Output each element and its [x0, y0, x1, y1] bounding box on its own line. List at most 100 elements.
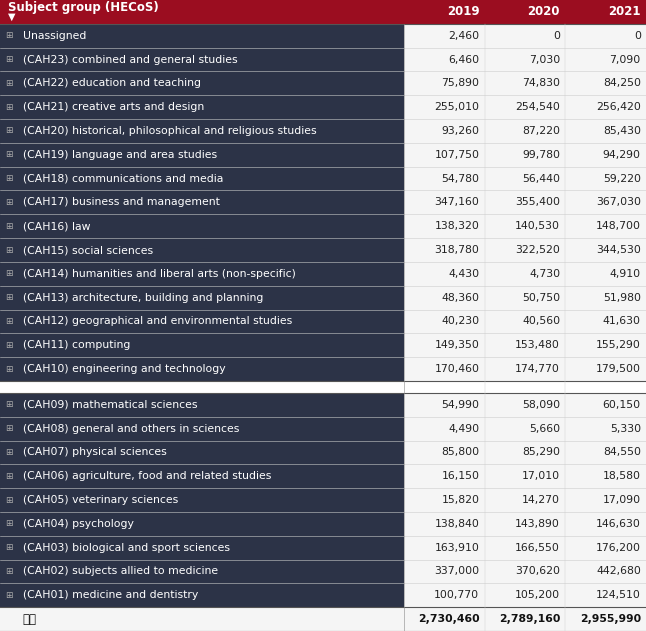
Text: 5,330: 5,330 [610, 423, 641, 433]
Bar [404, 238, 646, 262]
Text: 85,290: 85,290 [522, 447, 560, 457]
Text: (CAH14) humanities and liberal arts (non-specific): (CAH14) humanities and liberal arts (non… [23, 269, 295, 279]
Bar [404, 333, 646, 357]
Text: ⊞: ⊞ [5, 472, 13, 481]
Text: ⊞: ⊞ [5, 150, 13, 159]
Bar [404, 286, 646, 310]
Bar [0, 607, 404, 631]
Text: ⊞: ⊞ [5, 103, 13, 112]
Text: 99,780: 99,780 [522, 150, 560, 160]
Text: 155,290: 155,290 [596, 340, 641, 350]
Text: ⊞: ⊞ [5, 269, 13, 278]
Text: 138,840: 138,840 [435, 519, 479, 529]
Text: (CAH17) business and management: (CAH17) business and management [23, 198, 220, 208]
Text: 4,910: 4,910 [610, 269, 641, 279]
Text: 367,030: 367,030 [596, 198, 641, 208]
Text: 17,010: 17,010 [522, 471, 560, 481]
Text: Unassigned: Unassigned [23, 31, 86, 41]
Text: 51,980: 51,980 [603, 293, 641, 303]
Bar [0, 584, 404, 607]
Text: 40,560: 40,560 [522, 317, 560, 326]
Text: ⊞: ⊞ [5, 519, 13, 528]
Text: ⊞: ⊞ [5, 126, 13, 136]
Text: ⊞: ⊞ [5, 245, 13, 254]
Text: ⊞: ⊞ [5, 55, 13, 64]
Text: (CAH16) law: (CAH16) law [23, 221, 90, 231]
Text: 60,150: 60,150 [603, 400, 641, 410]
Text: ▼: ▼ [8, 12, 16, 22]
Bar [0, 440, 404, 464]
Text: 2019: 2019 [446, 6, 479, 18]
Text: 总计: 总计 [23, 613, 37, 625]
Text: ⊞: ⊞ [5, 341, 13, 350]
Text: (CAH19) language and area studies: (CAH19) language and area studies [23, 150, 217, 160]
Text: ⊞: ⊞ [5, 424, 13, 433]
Text: 149,350: 149,350 [435, 340, 479, 350]
Text: ⊞: ⊞ [5, 221, 13, 231]
Text: 54,780: 54,780 [441, 174, 479, 184]
Text: 256,420: 256,420 [596, 102, 641, 112]
Text: 48,360: 48,360 [441, 293, 479, 303]
Bar [0, 286, 404, 310]
Bar [404, 393, 646, 416]
Text: ⊞: ⊞ [5, 400, 13, 410]
Text: ⊞: ⊞ [5, 543, 13, 552]
Text: 0: 0 [634, 31, 641, 41]
Text: ⊞: ⊞ [5, 365, 13, 374]
Text: 41,630: 41,630 [603, 317, 641, 326]
Bar [404, 512, 646, 536]
Text: 2021: 2021 [609, 6, 641, 18]
Text: ⊞: ⊞ [5, 79, 13, 88]
Text: ⊞: ⊞ [5, 591, 13, 600]
Text: 140,530: 140,530 [515, 221, 560, 231]
Text: 370,620: 370,620 [515, 567, 560, 577]
Text: (CAH04) psychology: (CAH04) psychology [23, 519, 134, 529]
Text: 100,770: 100,770 [434, 590, 479, 600]
Text: ⊞: ⊞ [5, 293, 13, 302]
Bar [0, 24, 404, 47]
Text: 179,500: 179,500 [596, 364, 641, 374]
Text: 255,010: 255,010 [434, 102, 479, 112]
Bar [404, 47, 646, 71]
Text: (CAH15) social sciences: (CAH15) social sciences [23, 245, 152, 255]
Text: (CAH05) veterinary sciences: (CAH05) veterinary sciences [23, 495, 178, 505]
Text: 84,550: 84,550 [603, 447, 641, 457]
Bar [0, 71, 404, 95]
Bar [404, 310, 646, 333]
Text: (CAH20) historical, philosophical and religious studies: (CAH20) historical, philosophical and re… [23, 126, 317, 136]
Text: 93,260: 93,260 [441, 126, 479, 136]
Bar [404, 95, 646, 119]
Text: 2020: 2020 [528, 6, 560, 18]
Text: 337,000: 337,000 [434, 567, 479, 577]
Bar [404, 440, 646, 464]
Bar [404, 536, 646, 560]
Text: ⊞: ⊞ [5, 174, 13, 183]
Text: (CAH10) engineering and technology: (CAH10) engineering and technology [23, 364, 225, 374]
Bar [0, 393, 404, 416]
Text: (CAH01) medicine and dentistry: (CAH01) medicine and dentistry [23, 590, 198, 600]
Text: 40,230: 40,230 [441, 317, 479, 326]
Text: 15,820: 15,820 [441, 495, 479, 505]
Bar [404, 24, 646, 47]
Text: 148,700: 148,700 [596, 221, 641, 231]
Text: 163,910: 163,910 [435, 543, 479, 553]
Bar [0, 167, 404, 191]
Text: (CAH13) architecture, building and planning: (CAH13) architecture, building and plann… [23, 293, 263, 303]
Text: 322,520: 322,520 [516, 245, 560, 255]
Bar [0, 512, 404, 536]
Text: (CAH08) general and others in sciences: (CAH08) general and others in sciences [23, 423, 239, 433]
Text: (CAH12) geographical and environmental studies: (CAH12) geographical and environmental s… [23, 317, 292, 326]
Bar [404, 215, 646, 238]
Text: 4,730: 4,730 [529, 269, 560, 279]
Bar [404, 191, 646, 215]
Text: 4,490: 4,490 [448, 423, 479, 433]
Text: 7,090: 7,090 [610, 54, 641, 64]
Bar [0, 191, 404, 215]
Bar [0, 238, 404, 262]
Bar [404, 464, 646, 488]
Text: 59,220: 59,220 [603, 174, 641, 184]
Bar [0, 416, 404, 440]
Text: (CAH06) agriculture, food and related studies: (CAH06) agriculture, food and related st… [23, 471, 271, 481]
Bar [404, 416, 646, 440]
Text: 58,090: 58,090 [522, 400, 560, 410]
